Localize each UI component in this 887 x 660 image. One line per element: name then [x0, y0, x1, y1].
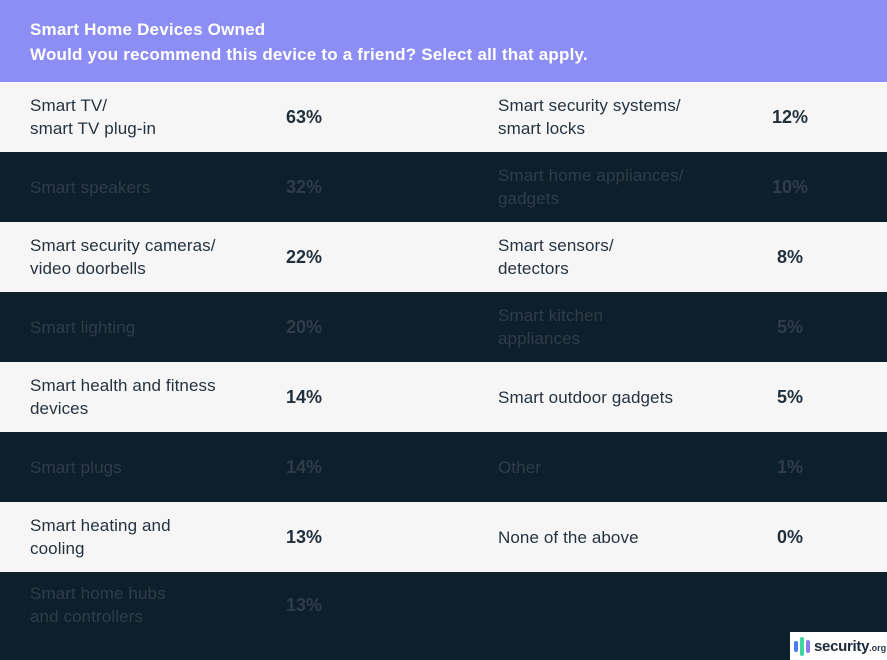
percent-value: 12%: [771, 106, 809, 127]
table-row: Smart plugs 14% Other 1%: [0, 432, 887, 502]
logo-text: security: [814, 637, 870, 655]
percent-value: 63%: [285, 106, 323, 127]
chart-subtitle: Would you recommend this device to a fri…: [30, 45, 588, 64]
device-label: Smart speakers: [30, 177, 151, 197]
percent-value: 32%: [285, 176, 323, 197]
chart-title: Smart Home Devices Owned: [30, 20, 266, 39]
device-label: Smart plugs: [30, 457, 122, 477]
logo-tld: .org: [869, 643, 887, 653]
percent-value: 1%: [776, 456, 803, 477]
device-label: None of the above: [498, 527, 639, 547]
percent-value: 10%: [771, 176, 809, 197]
percent-value: 14%: [285, 386, 323, 407]
device-label: Smart security cameras/ video doorbells: [30, 236, 216, 278]
device-label: Smart kitchen appliances: [498, 306, 604, 348]
percent-value: 13%: [285, 526, 323, 547]
device-label: Smart outdoor gadgets: [498, 387, 674, 407]
table-row: Smart health and fitness devices 14% Sma…: [0, 362, 887, 432]
device-label: Smart sensors/ detectors: [498, 236, 614, 278]
table-row: Smart lighting 20% Smart kitchen applian…: [0, 292, 887, 362]
table-row: Smart security cameras/ video doorbells …: [0, 222, 887, 292]
percent-value: 20%: [285, 316, 323, 337]
table-row: Smart speakers 32% Smart home appliances…: [0, 152, 887, 222]
percent-value: 22%: [285, 246, 323, 267]
percent-value: 8%: [776, 246, 803, 267]
percent-value: 14%: [285, 456, 323, 477]
header: Smart Home Devices Owned Would you recom…: [0, 0, 887, 82]
device-label: Smart heating and cooling: [30, 516, 171, 558]
equalizer-bars-icon: [794, 632, 810, 660]
device-label: Smart TV/ smart TV plug-in: [30, 96, 156, 138]
device-label: Smart lighting: [30, 317, 136, 337]
device-label: Smart home hubs and controllers: [30, 584, 166, 626]
device-label: Smart health and fitness devices: [30, 376, 216, 418]
percent-value: 5%: [776, 316, 803, 337]
device-table: Smart TV/ smart TV plug-in 63% Smart sec…: [0, 82, 887, 660]
table-row: Smart TV/ smart TV plug-in 63% Smart sec…: [0, 82, 887, 152]
table-row: Smart heating and cooling 13% None of th…: [0, 502, 887, 572]
device-label: Smart home appliances/ gadgets: [498, 166, 684, 208]
device-label: Other: [498, 457, 542, 477]
percent-value: 0%: [776, 526, 803, 547]
percent-value: 5%: [776, 386, 803, 407]
table-row: Smart home hubs and controllers 13%: [0, 572, 887, 660]
device-label: Smart security systems/ smart locks: [498, 96, 681, 138]
percent-value: 13%: [285, 594, 323, 615]
security-org-logo: security .org: [790, 632, 887, 660]
